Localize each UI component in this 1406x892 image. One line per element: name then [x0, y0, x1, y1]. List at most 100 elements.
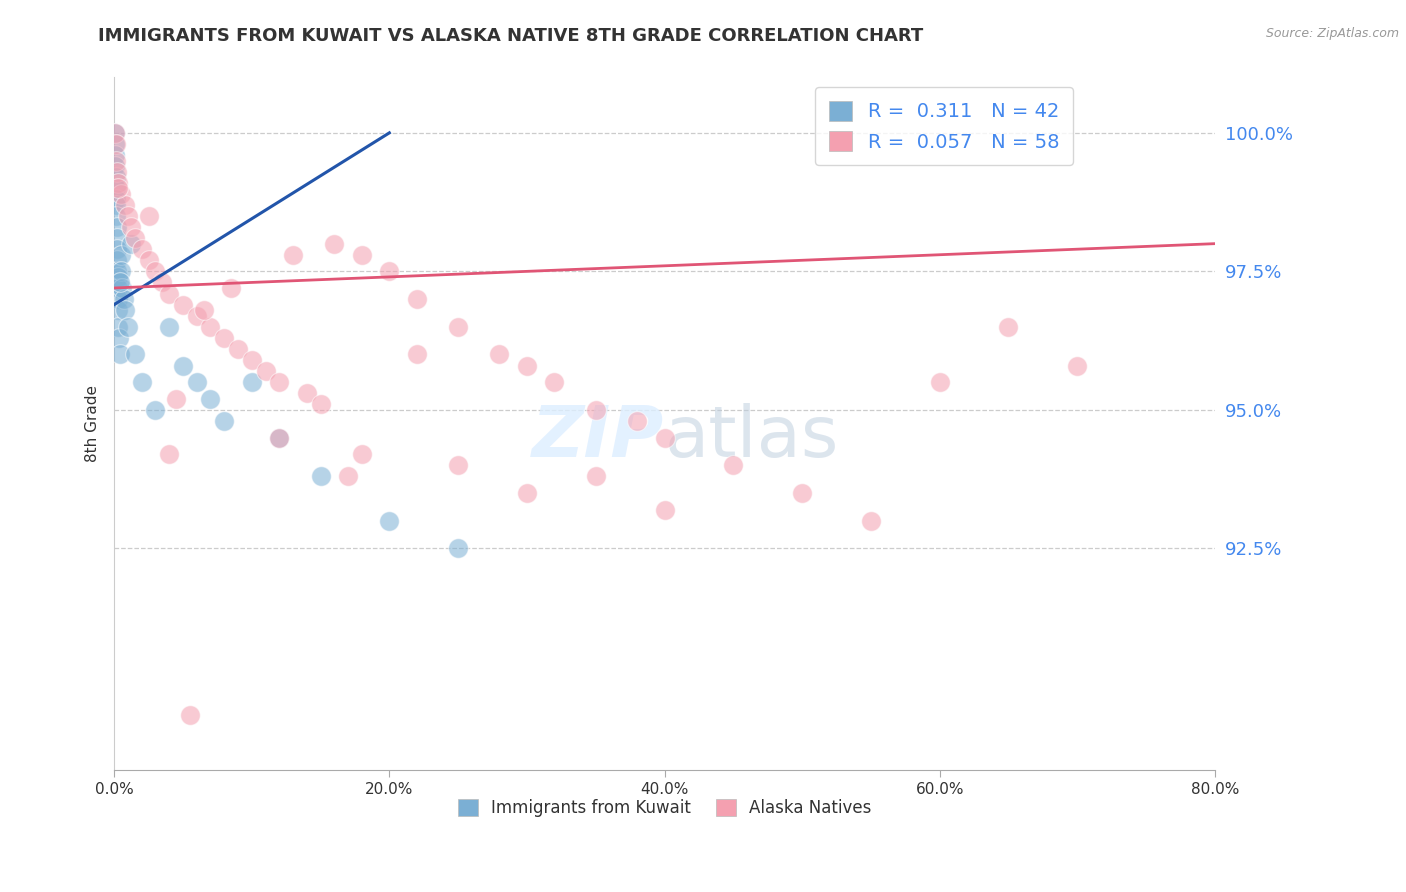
Point [157, 286, 180, 301]
Point [723, 458, 745, 473]
Point [108, 276, 131, 290]
Point [859, 514, 882, 528]
Point [120, 236, 142, 251]
Point [112, 292, 135, 306]
Point [200, 392, 222, 406]
Point [108, 331, 131, 345]
Text: IMMIGRANTS FROM KUWAIT VS ALASKA NATIVE 8TH GRADE CORRELATION CHART: IMMIGRANTS FROM KUWAIT VS ALASKA NATIVE … [98, 27, 924, 45]
Point [157, 447, 180, 461]
Point [212, 331, 235, 345]
Point [107, 176, 129, 190]
Point [928, 375, 950, 389]
Point [269, 431, 291, 445]
Point [295, 386, 318, 401]
Point [131, 375, 153, 389]
Point [337, 469, 360, 483]
Point [447, 458, 470, 473]
Point [585, 402, 607, 417]
Point [1066, 359, 1088, 373]
Point [110, 264, 132, 278]
Point [110, 186, 132, 201]
Point [193, 303, 215, 318]
Point [405, 347, 427, 361]
Point [104, 192, 127, 206]
Y-axis label: 8th Grade: 8th Grade [86, 385, 100, 462]
Point [105, 153, 128, 168]
Point [405, 292, 427, 306]
Point [104, 181, 127, 195]
Point [107, 281, 129, 295]
Point [107, 319, 129, 334]
Point [269, 431, 291, 445]
Point [105, 164, 128, 178]
Point [543, 375, 565, 389]
Point [105, 253, 128, 268]
Point [165, 392, 187, 406]
Point [447, 319, 470, 334]
Point [114, 198, 136, 212]
Point [107, 292, 129, 306]
Point [585, 469, 607, 483]
Point [212, 414, 235, 428]
Point [105, 220, 128, 235]
Point [281, 248, 304, 262]
Point [323, 236, 346, 251]
Point [104, 126, 127, 140]
Point [117, 319, 139, 334]
Point [309, 469, 332, 483]
Point [350, 248, 373, 262]
Point [104, 126, 127, 140]
Point [104, 170, 127, 185]
Point [105, 231, 128, 245]
Point [378, 264, 401, 278]
Point [131, 242, 153, 256]
Point [269, 375, 291, 389]
Point [350, 447, 373, 461]
Point [104, 136, 127, 151]
Text: ZIP: ZIP [533, 403, 665, 472]
Point [117, 209, 139, 223]
Point [120, 220, 142, 235]
Point [997, 319, 1019, 334]
Legend: Immigrants from Kuwait, Alaska Natives: Immigrants from Kuwait, Alaska Natives [451, 792, 879, 824]
Point [145, 402, 167, 417]
Point [138, 253, 160, 268]
Point [104, 136, 127, 151]
Point [516, 486, 538, 500]
Point [200, 319, 222, 334]
Point [105, 242, 128, 256]
Point [107, 303, 129, 318]
Point [172, 297, 194, 311]
Point [654, 431, 676, 445]
Point [104, 159, 127, 173]
Point [105, 198, 128, 212]
Point [488, 347, 510, 361]
Point [110, 248, 132, 262]
Point [124, 231, 146, 245]
Point [145, 264, 167, 278]
Point [254, 364, 277, 378]
Point [219, 281, 242, 295]
Point [516, 359, 538, 373]
Point [790, 486, 813, 500]
Point [104, 148, 127, 162]
Point [240, 375, 263, 389]
Point [107, 181, 129, 195]
Text: Source: ZipAtlas.com: Source: ZipAtlas.com [1265, 27, 1399, 40]
Point [186, 309, 208, 323]
Point [111, 281, 134, 295]
Point [309, 397, 332, 411]
Point [108, 347, 131, 361]
Text: atlas: atlas [665, 403, 839, 472]
Point [172, 359, 194, 373]
Point [124, 347, 146, 361]
Point [105, 264, 128, 278]
Point [105, 209, 128, 223]
Point [626, 414, 648, 428]
Point [654, 502, 676, 516]
Point [157, 319, 180, 334]
Point [107, 269, 129, 284]
Point [240, 353, 263, 368]
Point [447, 541, 470, 556]
Point [186, 375, 208, 389]
